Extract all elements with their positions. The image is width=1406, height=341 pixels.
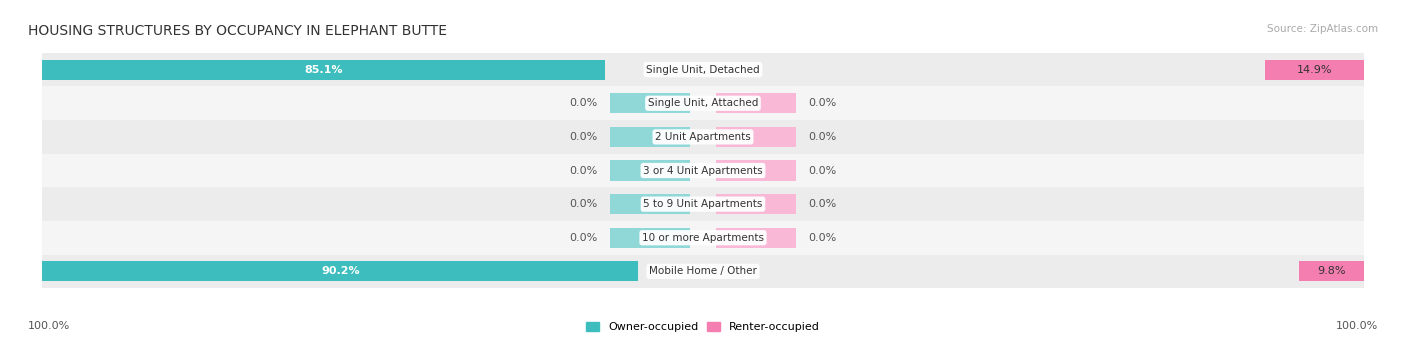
Bar xyxy=(610,160,690,181)
Text: 0.0%: 0.0% xyxy=(808,98,837,108)
Bar xyxy=(42,87,1364,120)
Text: 100.0%: 100.0% xyxy=(28,321,70,331)
Text: Source: ZipAtlas.com: Source: ZipAtlas.com xyxy=(1267,24,1378,34)
Legend: Owner-occupied, Renter-occupied: Owner-occupied, Renter-occupied xyxy=(581,317,825,337)
Text: Single Unit, Detached: Single Unit, Detached xyxy=(647,65,759,75)
Text: 100.0%: 100.0% xyxy=(1336,321,1378,331)
Text: 10 or more Apartments: 10 or more Apartments xyxy=(643,233,763,243)
Bar xyxy=(42,221,1364,254)
Text: 90.2%: 90.2% xyxy=(321,266,360,276)
Bar xyxy=(610,127,690,147)
Bar xyxy=(1299,261,1364,281)
Text: 2 Unit Apartments: 2 Unit Apartments xyxy=(655,132,751,142)
Text: Single Unit, Attached: Single Unit, Attached xyxy=(648,98,758,108)
Bar xyxy=(716,127,796,147)
Bar xyxy=(716,160,796,181)
Text: 3 or 4 Unit Apartments: 3 or 4 Unit Apartments xyxy=(643,165,763,176)
Bar xyxy=(716,194,796,214)
Bar xyxy=(42,53,1364,87)
Text: 85.1%: 85.1% xyxy=(304,65,343,75)
Text: 9.8%: 9.8% xyxy=(1317,266,1346,276)
Text: HOUSING STRUCTURES BY OCCUPANCY IN ELEPHANT BUTTE: HOUSING STRUCTURES BY OCCUPANCY IN ELEPH… xyxy=(28,24,447,38)
Text: 5 to 9 Unit Apartments: 5 to 9 Unit Apartments xyxy=(644,199,762,209)
Bar xyxy=(610,194,690,214)
Text: 0.0%: 0.0% xyxy=(569,233,598,243)
Bar xyxy=(42,254,1364,288)
Text: 0.0%: 0.0% xyxy=(808,199,837,209)
Bar xyxy=(42,187,1364,221)
Bar xyxy=(42,60,605,80)
Bar xyxy=(42,154,1364,187)
Bar xyxy=(42,261,638,281)
Bar xyxy=(716,228,796,248)
Text: 14.9%: 14.9% xyxy=(1296,65,1333,75)
Bar xyxy=(610,228,690,248)
Text: Mobile Home / Other: Mobile Home / Other xyxy=(650,266,756,276)
Text: 0.0%: 0.0% xyxy=(808,132,837,142)
Text: 0.0%: 0.0% xyxy=(808,233,837,243)
Text: 0.0%: 0.0% xyxy=(569,165,598,176)
Bar xyxy=(716,93,796,113)
Bar xyxy=(42,120,1364,154)
Text: 0.0%: 0.0% xyxy=(808,165,837,176)
Text: 0.0%: 0.0% xyxy=(569,98,598,108)
Bar xyxy=(610,93,690,113)
Text: 0.0%: 0.0% xyxy=(569,199,598,209)
Text: 0.0%: 0.0% xyxy=(569,132,598,142)
Bar xyxy=(1265,60,1364,80)
